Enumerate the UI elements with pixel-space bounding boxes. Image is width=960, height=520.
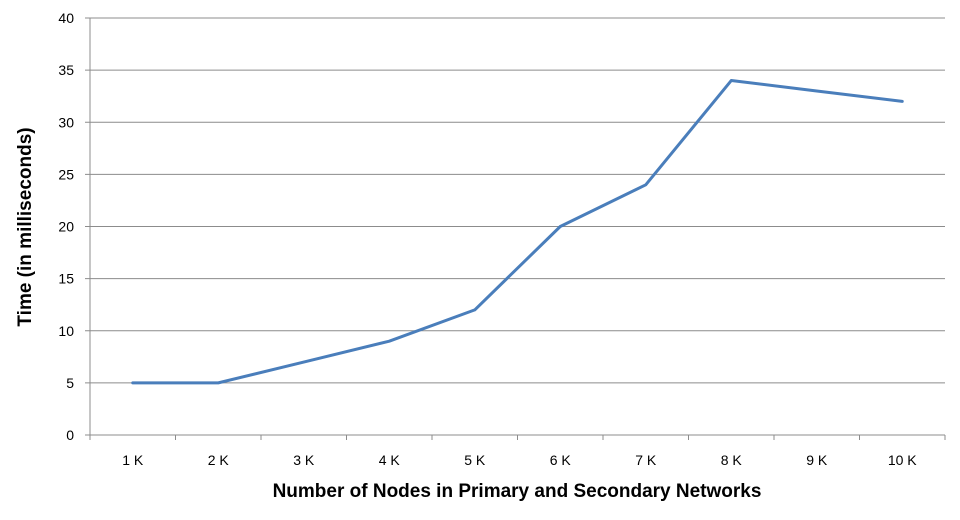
y-tick-label: 35 xyxy=(58,62,74,78)
y-axis-title: Time (in milliseconds) xyxy=(15,127,36,326)
y-tick-label: 30 xyxy=(58,114,74,130)
x-tick-label: 8 K xyxy=(721,452,743,468)
x-tick-label: 4 K xyxy=(379,452,401,468)
y-tick-label: 20 xyxy=(58,219,74,235)
x-tick-label: 7 K xyxy=(635,452,657,468)
x-tick-label: 1 K xyxy=(122,452,144,468)
x-tick-label: 3 K xyxy=(293,452,315,468)
x-tick-label: 2 K xyxy=(208,452,230,468)
data-series xyxy=(131,79,904,385)
y-tick-labels: 0 5 10 15 20 25 30 35 40 xyxy=(58,10,74,443)
x-tick-labels: 1 K 2 K 3 K 4 K 5 K 6 K 7 K 8 K 9 K 10 K xyxy=(122,452,917,468)
x-tick-label: 9 K xyxy=(806,452,828,468)
x-tick-label: 5 K xyxy=(464,452,486,468)
y-tick-label: 5 xyxy=(66,375,74,391)
x-tick-label: 10 K xyxy=(888,452,917,468)
gridlines xyxy=(90,17,945,384)
axes xyxy=(85,17,946,440)
y-tick-label: 40 xyxy=(58,10,74,26)
y-tick-label: 10 xyxy=(58,323,74,339)
x-tick-label: 6 K xyxy=(550,452,572,468)
series-line-0 xyxy=(131,79,904,385)
y-tick-label: 0 xyxy=(66,427,74,443)
y-tick-label: 25 xyxy=(58,166,74,182)
x-axis-title: Number of Nodes in Primary and Secondary… xyxy=(273,481,762,502)
y-tick-label: 15 xyxy=(58,271,74,287)
